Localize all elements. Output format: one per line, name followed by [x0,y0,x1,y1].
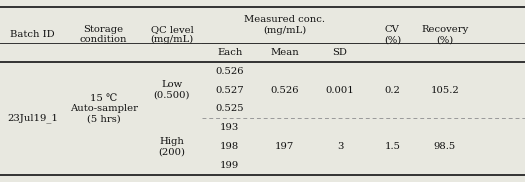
Text: 3: 3 [337,142,343,151]
Text: QC level
(mg/mL): QC level (mg/mL) [150,25,194,44]
Text: Each: Each [217,48,243,57]
Text: 0.525: 0.525 [215,104,244,113]
Text: Recovery
(%): Recovery (%) [421,25,468,44]
Text: 1.5: 1.5 [384,142,401,151]
Text: 0.527: 0.527 [215,86,244,95]
Text: Batch ID: Batch ID [10,30,55,39]
Text: 199: 199 [220,161,239,170]
Text: 193: 193 [220,123,239,132]
Text: 0.2: 0.2 [384,86,401,95]
Text: 98.5: 98.5 [434,142,456,151]
Text: Measured conc.
(mg/mL): Measured conc. (mg/mL) [244,15,326,35]
Text: 15 ℃
Auto-sampler
(5 hrs): 15 ℃ Auto-sampler (5 hrs) [70,94,138,124]
Text: High
(200): High (200) [159,137,185,156]
Text: Mean: Mean [270,48,299,57]
Text: 0.001: 0.001 [326,86,354,95]
Text: Storage
condition: Storage condition [80,25,128,44]
Text: 198: 198 [220,142,239,151]
Text: Low
(0.500): Low (0.500) [154,80,190,100]
Text: 0.526: 0.526 [215,67,244,76]
Text: 197: 197 [275,142,295,151]
Text: 105.2: 105.2 [430,86,459,95]
Text: SD: SD [332,48,348,57]
Text: 23Jul19_1: 23Jul19_1 [7,113,58,123]
Text: CV
(%): CV (%) [384,25,401,44]
Text: 0.526: 0.526 [270,86,299,95]
